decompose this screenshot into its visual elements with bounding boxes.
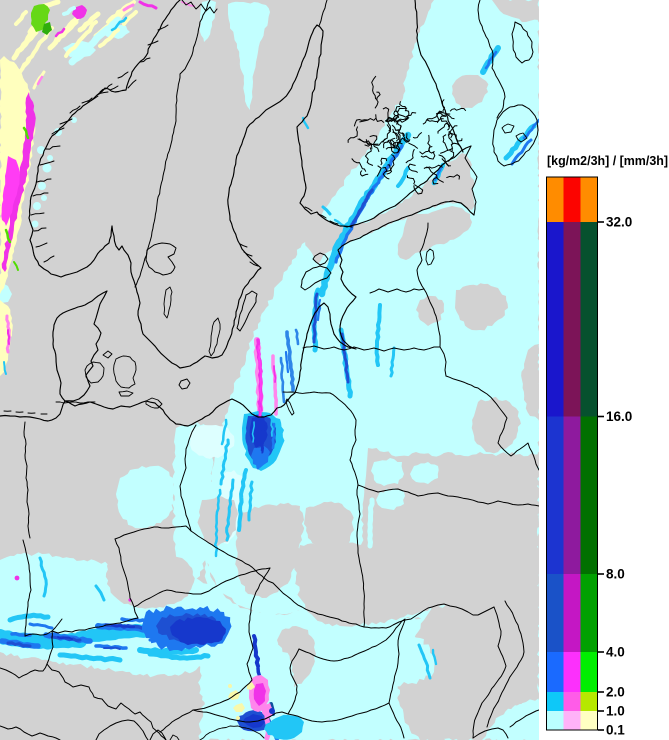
svg-text:8.0: 8.0 (606, 567, 625, 582)
svg-text:4.0: 4.0 (606, 645, 625, 660)
svg-text:1.0: 1.0 (606, 704, 625, 719)
svg-text:0.1: 0.1 (606, 723, 625, 738)
svg-text:2.0: 2.0 (606, 685, 625, 700)
svg-text:32.0: 32.0 (606, 215, 632, 230)
svg-text:[kg/m2/3h] / [mm/3h]: [kg/m2/3h] / [mm/3h] (547, 154, 668, 168)
svg-text:16.0: 16.0 (606, 409, 632, 424)
